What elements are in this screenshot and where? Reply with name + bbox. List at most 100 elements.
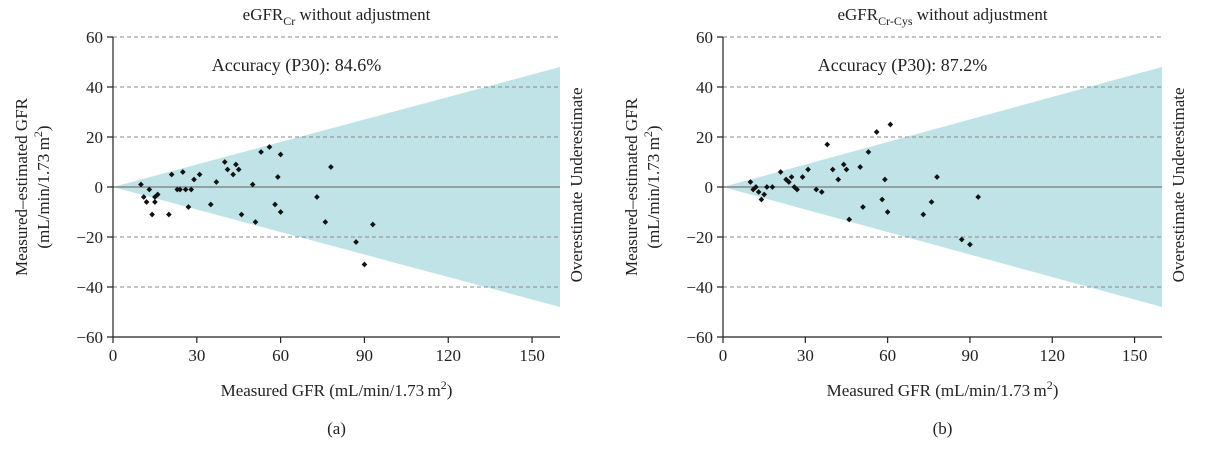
y-axis-label-line1: Measured–estimated GFR [622, 97, 641, 276]
x-tick-label: 0 [719, 346, 728, 365]
data-point [322, 219, 329, 225]
chart-title: eGFRCr-Cys without adjustment [837, 5, 1047, 28]
y-tick-label: 0 [95, 178, 104, 197]
x-tick-label: 150 [519, 346, 545, 365]
data-point [213, 179, 220, 185]
y-axis-label-line2: (mL/min/1.73 m2) [641, 125, 663, 248]
data-point [277, 151, 284, 158]
data-point [873, 129, 880, 135]
data-point [235, 166, 242, 173]
y-tick-label: 60 [696, 28, 713, 47]
accuracy-annotation: Accuracy (P30): 87.2% [818, 55, 987, 76]
y-axis-label-line2-main: (mL/min/1.73 m [34, 137, 53, 249]
panel-label: (a) [327, 419, 346, 438]
data-point [934, 174, 940, 180]
panel-label: (b) [933, 419, 953, 438]
y-tick-label: 40 [696, 78, 713, 97]
data-point [314, 194, 320, 200]
data-point [188, 186, 195, 193]
data-point [769, 184, 776, 190]
underestimate-label: Underestimate [1169, 87, 1188, 186]
data-point [249, 181, 256, 188]
y-axis-label-sup: 2 [641, 131, 655, 137]
data-point [843, 166, 850, 173]
x-tick-label: 120 [436, 346, 462, 365]
data-point [788, 174, 795, 180]
panel-b: −60 −40 −20 0 20 40 60 0 30 60 90 120 150 eGFRCr-Cys … [622, 5, 1188, 438]
data-point [805, 166, 811, 173]
x-axis-label-main: Measured GFR (mL/min/1.73 m [827, 381, 1047, 400]
x-axis-label: Measured GFR (mL/min/1.73 m2) [221, 378, 453, 400]
data-point [920, 211, 927, 218]
y-tick-label: 20 [696, 128, 713, 147]
data-point [755, 189, 762, 195]
y-axis-label-sup: 2 [31, 131, 45, 137]
data-point [361, 261, 368, 268]
y-axis-label-line1: Measured–estimated GFR [12, 97, 31, 276]
data-point [958, 236, 965, 243]
data-point [238, 211, 245, 218]
data-point [860, 204, 866, 210]
data-point [884, 209, 891, 215]
data-point [887, 121, 894, 128]
chart-title-main: eGFR [837, 5, 878, 24]
data-point [753, 184, 759, 190]
data-point [154, 191, 161, 198]
y-axis-label-line2: (mL/min/1.73 m2) [31, 125, 53, 248]
data-point [353, 239, 359, 245]
x-axis-label: Measured GFR (mL/min/1.73 m2) [827, 378, 1059, 400]
x-axis-label-main: Measured GFR (mL/min/1.73 m [221, 381, 441, 400]
overestimate-label: Overestimate [1169, 192, 1188, 283]
chart-title-suffix: without adjustment [295, 5, 430, 24]
data-point [824, 141, 831, 148]
accuracy-annotation: Accuracy (P30): 84.6% [212, 55, 381, 76]
data-point [761, 191, 767, 198]
data-point [818, 189, 825, 195]
data-point [328, 164, 334, 170]
x-axis-label-close: ) [447, 381, 453, 400]
data-point [758, 196, 765, 203]
data-point [221, 159, 228, 165]
data-point [233, 161, 239, 168]
data-point [191, 176, 197, 183]
data-point [140, 194, 147, 200]
y-axis-label-close: ) [644, 125, 663, 131]
data-point [882, 176, 888, 183]
x-tick-label: 30 [797, 346, 814, 365]
y-axis-label-close: ) [34, 125, 53, 131]
data-point [846, 216, 853, 223]
x-tick-label: 0 [109, 346, 118, 365]
x-axis-label-sup: 2 [1047, 378, 1053, 392]
data-point [168, 171, 175, 178]
x-tick-label: 150 [1122, 346, 1148, 365]
chart-title: eGFRCr without adjustment [243, 5, 431, 28]
y-tick-label: −40 [686, 278, 713, 297]
data-point [266, 144, 273, 150]
y-tick-label: −20 [686, 228, 713, 247]
data-point [182, 186, 189, 193]
data-point [747, 179, 754, 185]
underestimate-label: Underestimate [567, 87, 586, 186]
x-tick-label: 30 [188, 346, 205, 365]
data-point [777, 169, 784, 175]
data-point [180, 169, 186, 175]
data-point [196, 171, 203, 178]
y-tick-label: 60 [86, 28, 103, 47]
data-point [166, 211, 172, 218]
x-tick-label: 120 [1040, 346, 1066, 365]
data-point [840, 161, 847, 168]
chart-title-subscript: Cr-Cys [878, 14, 913, 28]
data-point [928, 199, 935, 205]
data-point [369, 221, 376, 228]
data-point [224, 166, 231, 173]
x-tick-label: 90 [961, 346, 978, 365]
data-point [138, 181, 144, 188]
data-point [146, 186, 153, 193]
data-point [230, 171, 236, 178]
panel-a: −60 −40 −20 0 20 40 60 0 30 60 90 120 150 eGFRCr with… [12, 5, 586, 438]
y-tick-label: 20 [86, 128, 103, 147]
y-tick-label: −60 [686, 328, 713, 347]
data-point [258, 149, 264, 155]
overestimate-label: Overestimate [567, 192, 586, 283]
